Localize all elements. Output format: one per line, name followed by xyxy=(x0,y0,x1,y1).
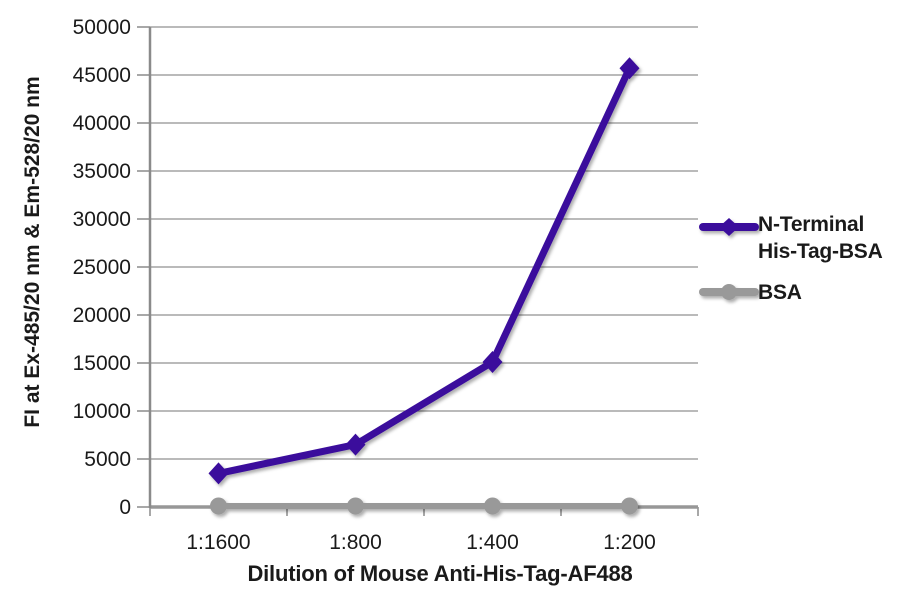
data-point-diamond xyxy=(208,462,229,485)
series-line-n-terminal-his-tag-bsa xyxy=(215,64,633,477)
y-tick-label: 5000 xyxy=(84,448,131,471)
data-point-circle xyxy=(484,497,501,515)
x-axis-title: Dilution of Mouse Anti-His-Tag-AF488 xyxy=(247,561,633,586)
y-tick-label: 50000 xyxy=(73,16,131,39)
y-tick-label: 20000 xyxy=(73,304,131,327)
y-axis-title: FI at Ex-485/20 nm & Em-528/20 nm xyxy=(21,76,44,428)
x-tick-label: 1:1600 xyxy=(186,531,250,554)
data-point-diamond xyxy=(482,351,503,374)
y-tick-label: 30000 xyxy=(73,208,131,231)
y-tick-label: 0 xyxy=(119,496,131,519)
y-tick-label: 10000 xyxy=(73,400,131,423)
legend-marker-circle xyxy=(721,284,737,300)
data-point-diamond xyxy=(619,57,640,80)
x-tick-label: 1:800 xyxy=(329,531,382,554)
data-point-diamond xyxy=(345,433,366,456)
legend-label-bsa: BSA xyxy=(758,281,802,304)
y-tick-label: 40000 xyxy=(73,112,131,135)
x-tick-label: 1:200 xyxy=(603,531,656,554)
data-point-circle xyxy=(210,497,227,515)
y-tick-label: 15000 xyxy=(73,352,131,375)
series-bsa xyxy=(210,497,638,515)
y-tick-label: 25000 xyxy=(73,256,131,279)
y-tick-label: 35000 xyxy=(73,160,131,183)
data-point-circle xyxy=(347,497,364,515)
x-tick-label: 1:400 xyxy=(466,531,519,554)
y-tick-label: 45000 xyxy=(73,64,131,87)
data-point-circle xyxy=(621,497,638,515)
legend-label-n-terminal-his-tag-bsa: N-Terminal His-Tag-BSA xyxy=(758,213,883,263)
legend-samples xyxy=(699,218,759,300)
legend-marker-diamond xyxy=(719,218,739,236)
series-n-terminal-his-tag-bsa xyxy=(208,57,640,485)
